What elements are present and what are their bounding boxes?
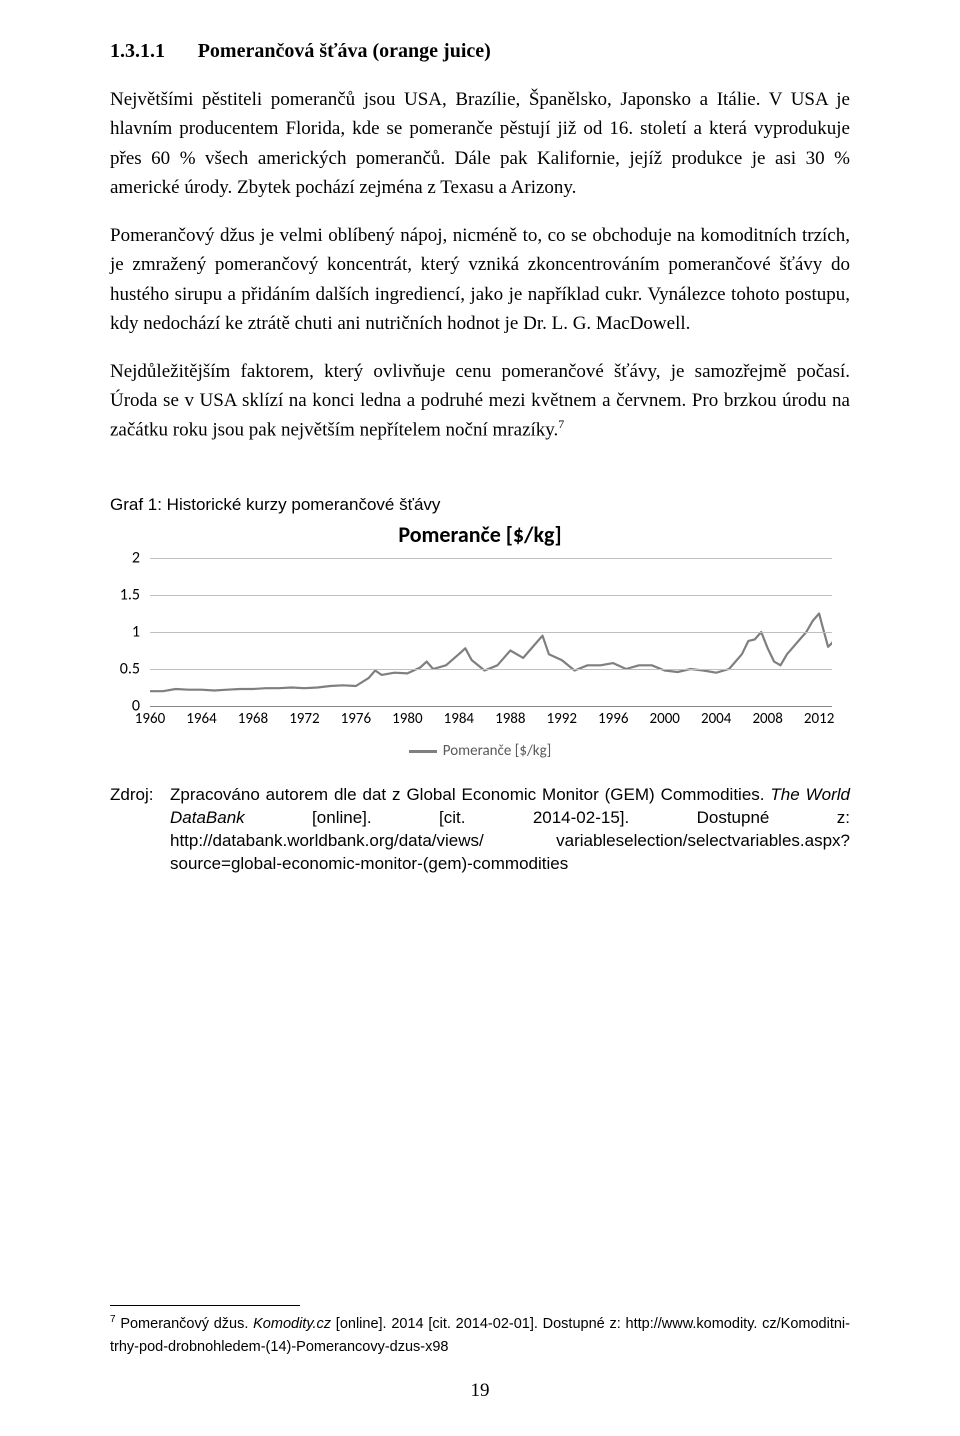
footnote-ref-7: 7: [558, 417, 564, 431]
y-axis-labels: 00.511.52: [112, 558, 144, 706]
source-citation: Zdroj: Zpracováno autorem dle dat z Glob…: [110, 784, 850, 876]
source-label: Zdroj:: [110, 784, 170, 876]
footnote-separator: [110, 1305, 300, 1306]
chart-caption: Graf 1: Historické kurzy pomerančové šťá…: [110, 495, 850, 515]
paragraph-2: Pomerančový džus je velmi oblíbený nápoj…: [110, 221, 850, 339]
chart-legend: Pomeranče [$/kg]: [110, 742, 850, 760]
paragraph-3: Nejdůležitějším faktorem, který ovlivňuj…: [110, 357, 850, 446]
footnote-area: 7 Pomerančový džus. Komodity.cz [online]…: [110, 1305, 850, 1358]
chart: 00.511.52 196019641968197219761980198419…: [116, 558, 836, 738]
footnote-7: 7 Pomerančový džus. Komodity.cz [online]…: [110, 1312, 850, 1358]
legend-text: Pomeranče [$/kg]: [443, 742, 551, 760]
section-heading: 1.3.1.1 Pomerančová šťáva (orange juice): [110, 40, 850, 63]
page-number: 19: [0, 1380, 960, 1402]
paragraph-3-text: Nejdůležitějším faktorem, který ovlivňuj…: [110, 361, 850, 441]
source-text: Zpracováno autorem dle dat z Global Econ…: [170, 784, 850, 876]
chart-title: Pomeranče [$/kg]: [110, 521, 850, 548]
paragraph-1: Největšími pěstiteli pomerančů jsou USA,…: [110, 85, 850, 203]
section-number: 1.3.1.1: [110, 40, 165, 62]
legend-swatch: [409, 750, 437, 753]
plot-area: [150, 558, 832, 707]
section-title: Pomerančová šťáva (orange juice): [198, 40, 491, 62]
